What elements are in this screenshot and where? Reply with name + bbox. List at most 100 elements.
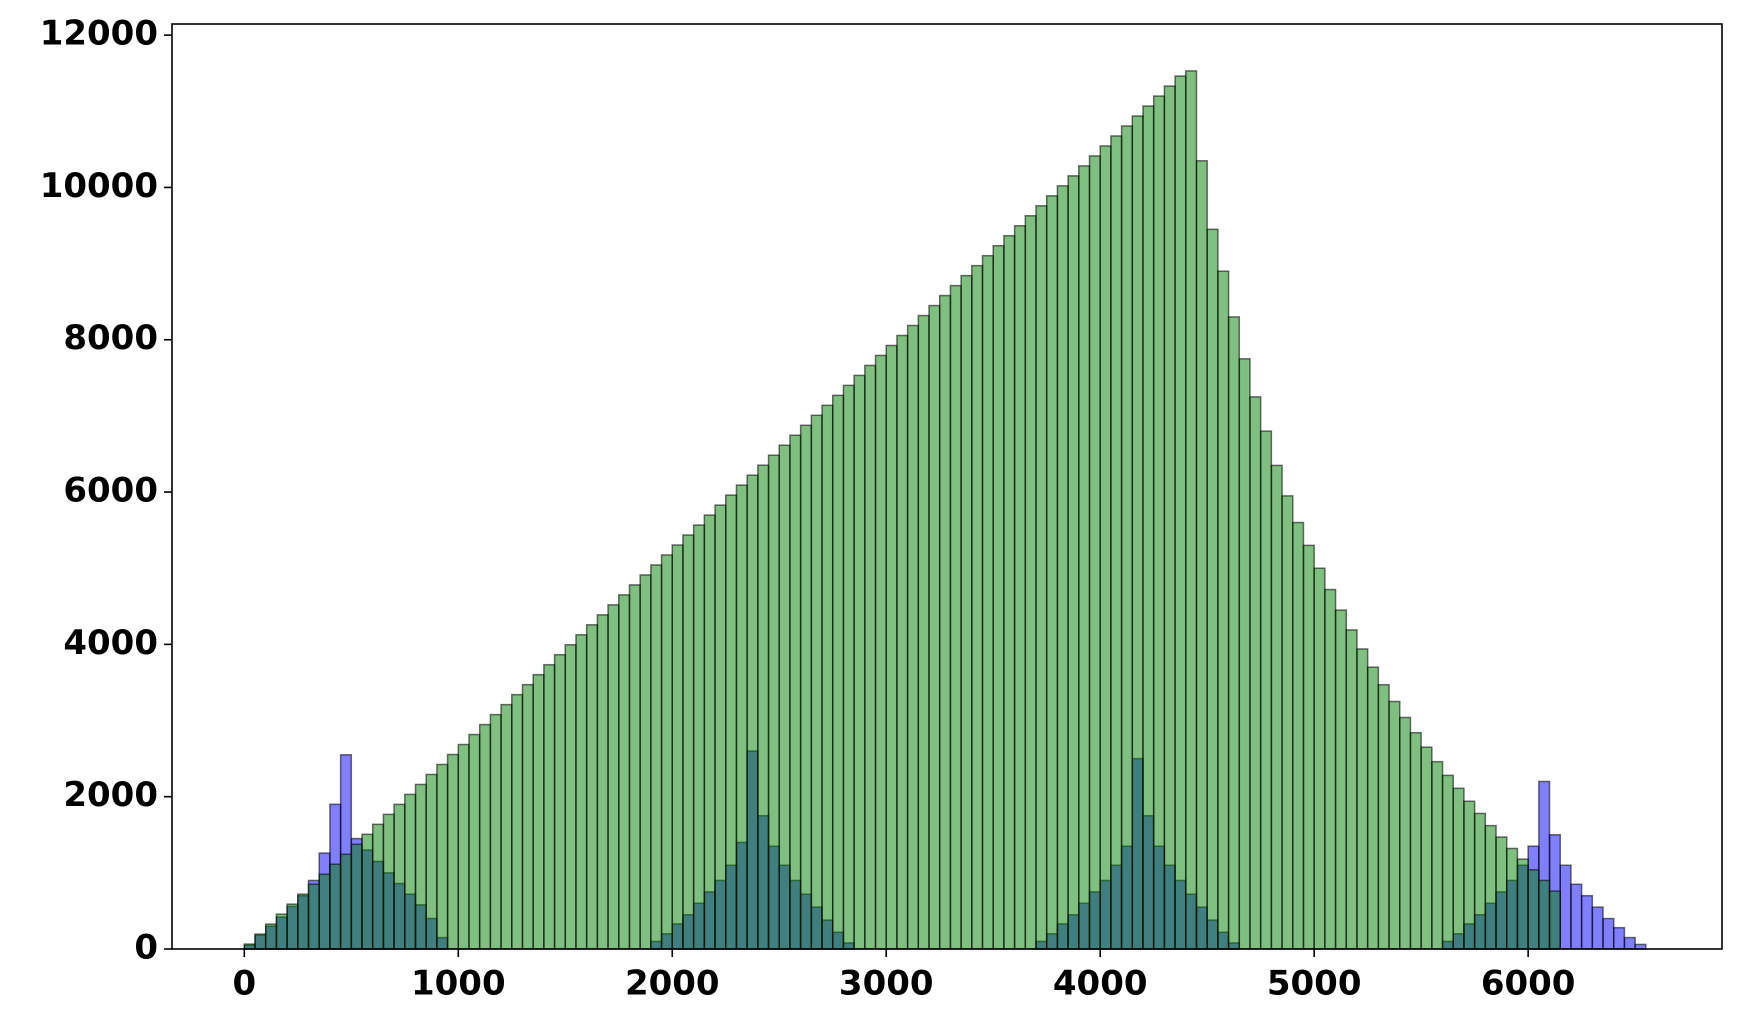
y-tick-label: 0 <box>134 928 158 968</box>
bar <box>500 703 513 950</box>
bar <box>264 923 278 950</box>
bar <box>1131 115 1144 950</box>
bar <box>725 494 738 950</box>
y-tick-label: 12000 <box>40 14 158 54</box>
axes-frame <box>171 23 1723 950</box>
bar <box>414 783 427 950</box>
bar <box>650 564 663 950</box>
bar <box>714 504 727 950</box>
x-tick-label: 0 <box>232 964 256 1004</box>
bar <box>1527 869 1540 950</box>
bar <box>1302 544 1315 950</box>
y-tick-label: 10000 <box>40 166 158 206</box>
bar <box>917 314 930 950</box>
bar <box>275 913 288 950</box>
bar <box>1078 165 1091 950</box>
bar <box>1452 787 1465 950</box>
bar <box>286 903 299 950</box>
bar <box>938 294 952 950</box>
x-tick-label: 4000 <box>1053 964 1148 1004</box>
bar <box>1259 430 1273 950</box>
bar <box>660 554 674 950</box>
bar <box>628 584 641 950</box>
bar <box>639 574 652 950</box>
bar <box>778 444 791 950</box>
bar <box>1099 145 1112 950</box>
bar <box>1441 774 1455 950</box>
bar <box>1185 70 1198 950</box>
bar <box>511 693 524 950</box>
x-tick-label: 6000 <box>1481 964 1576 1004</box>
bar <box>1463 800 1476 950</box>
bar <box>1388 700 1401 950</box>
bar <box>928 304 941 950</box>
bar <box>1431 760 1444 950</box>
bar <box>446 753 460 950</box>
bar <box>1206 228 1219 950</box>
bar <box>874 354 887 950</box>
bar <box>885 344 898 950</box>
bar <box>1591 906 1604 950</box>
bar <box>1420 746 1433 950</box>
bar <box>1045 195 1059 950</box>
bar <box>799 424 813 950</box>
bar <box>1548 890 1561 950</box>
bar <box>318 873 331 950</box>
bar <box>1484 824 1497 950</box>
y-tick-label: 6000 <box>63 471 158 511</box>
bar <box>532 673 545 950</box>
bar <box>254 933 267 950</box>
bar <box>489 713 502 950</box>
bar <box>404 793 417 950</box>
bar <box>831 394 845 950</box>
bar <box>1035 205 1048 950</box>
bar <box>1227 316 1241 950</box>
bar <box>789 434 802 950</box>
bar <box>350 843 363 950</box>
bar <box>361 833 374 950</box>
bar <box>1324 588 1337 950</box>
bar <box>821 404 834 950</box>
bar <box>543 663 556 950</box>
bar <box>1516 858 1529 950</box>
bar <box>1024 215 1037 950</box>
bar <box>767 454 780 950</box>
bar <box>1120 125 1134 950</box>
y-tick-label: 8000 <box>63 318 158 358</box>
bar <box>1217 270 1230 950</box>
bar <box>1056 185 1069 950</box>
bar <box>1538 879 1551 950</box>
bar <box>1399 716 1412 950</box>
bar <box>329 863 342 950</box>
bar <box>1142 105 1155 950</box>
bar <box>1409 731 1422 950</box>
bar <box>585 624 599 950</box>
bar <box>971 264 984 950</box>
bar <box>992 244 1005 950</box>
bar <box>1174 75 1187 950</box>
bar <box>1163 85 1176 950</box>
bar <box>842 384 855 950</box>
bar <box>906 324 920 950</box>
bar <box>1612 926 1626 950</box>
bar <box>575 634 588 950</box>
bar <box>1152 95 1166 950</box>
bar <box>425 773 438 950</box>
y-tick-label: 4000 <box>63 623 158 663</box>
y-tick-label: 2000 <box>63 775 158 815</box>
bar <box>339 853 353 950</box>
bar <box>1473 812 1487 950</box>
bar <box>564 644 577 950</box>
plot-area <box>243 70 1647 950</box>
bar <box>757 464 770 950</box>
x-tick-label: 5000 <box>1267 964 1362 1004</box>
bar <box>682 534 695 950</box>
bar <box>371 823 385 950</box>
bar <box>853 374 866 950</box>
bar <box>1559 864 1572 950</box>
bar <box>896 334 909 950</box>
bar <box>1270 464 1283 950</box>
bar <box>735 484 748 950</box>
